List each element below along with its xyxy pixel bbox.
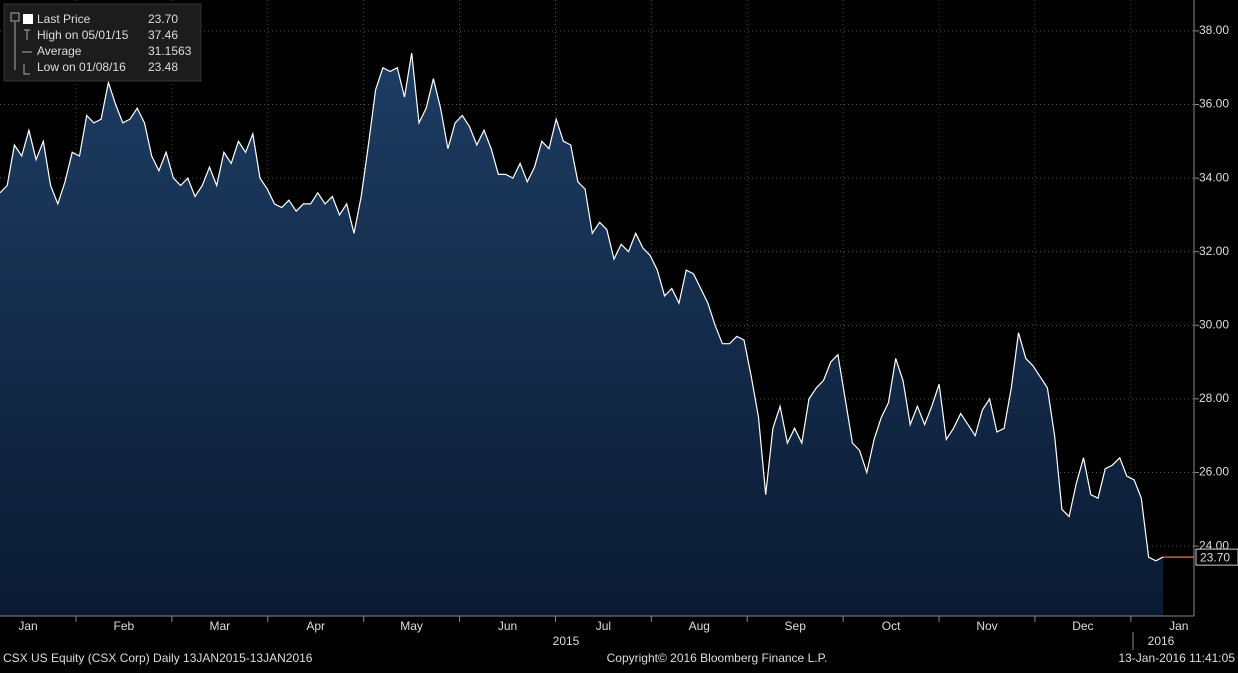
legend-label: High on 05/01/15	[37, 28, 129, 42]
x-tick-label: Mar	[209, 619, 230, 633]
legend-label: Average	[37, 44, 82, 58]
year-label: 2016	[1148, 634, 1175, 648]
y-tick-label: 36.00	[1199, 97, 1229, 111]
x-tick-label: Oct	[882, 619, 901, 633]
legend-icon	[23, 14, 33, 24]
y-tick-label: 28.00	[1199, 391, 1229, 405]
last-price-label: 23.70	[1200, 550, 1230, 564]
y-tick-label: 26.00	[1199, 465, 1229, 479]
x-tick-label: Jul	[596, 619, 611, 633]
legend-value: 23.70	[148, 12, 178, 26]
x-tick-label: Jun	[498, 619, 517, 633]
legend: Last Price 23.70 High on 05/01/15 37.46 …	[3, 3, 202, 82]
legend-icon	[10, 12, 20, 22]
y-tick-label: 30.00	[1199, 317, 1229, 331]
x-tick-label: Apr	[306, 619, 325, 633]
x-tick-label: Dec	[1072, 619, 1093, 633]
y-tick-label: 38.00	[1199, 23, 1229, 37]
x-tick-label: Sep	[785, 619, 807, 633]
x-tick-label: Jan	[1169, 619, 1188, 633]
legend-icon	[14, 22, 32, 75]
footer-left: CSX US Equity (CSX Corp) Daily 13JAN2015…	[3, 651, 313, 665]
x-tick-label: Jan	[18, 619, 37, 633]
x-tick-label: Feb	[114, 619, 135, 633]
legend-label: Low on 01/08/16	[37, 60, 126, 74]
plot-area	[0, 0, 1194, 616]
x-tick-label: May	[400, 619, 423, 633]
price-line	[0, 52, 1164, 562]
legend-value: 31.1563	[148, 44, 192, 58]
legend-value: 23.48	[148, 60, 178, 74]
footer-right: 13-Jan-2016 11:41:05	[1118, 651, 1235, 665]
x-tick-label: Aug	[689, 619, 710, 633]
footer-center: Copyright© 2016 Bloomberg Finance L.P.	[607, 651, 828, 665]
y-tick-label: 32.00	[1199, 244, 1229, 258]
legend-label: Last Price	[37, 12, 91, 26]
y-tick-label: 34.00	[1199, 170, 1229, 184]
year-label: 2015	[553, 634, 580, 648]
last-price-box	[1195, 548, 1238, 566]
legend-box	[3, 3, 202, 82]
x-tick-label: Nov	[976, 619, 997, 633]
legend-value: 37.46	[148, 28, 178, 42]
area-fill	[0, 53, 1163, 616]
